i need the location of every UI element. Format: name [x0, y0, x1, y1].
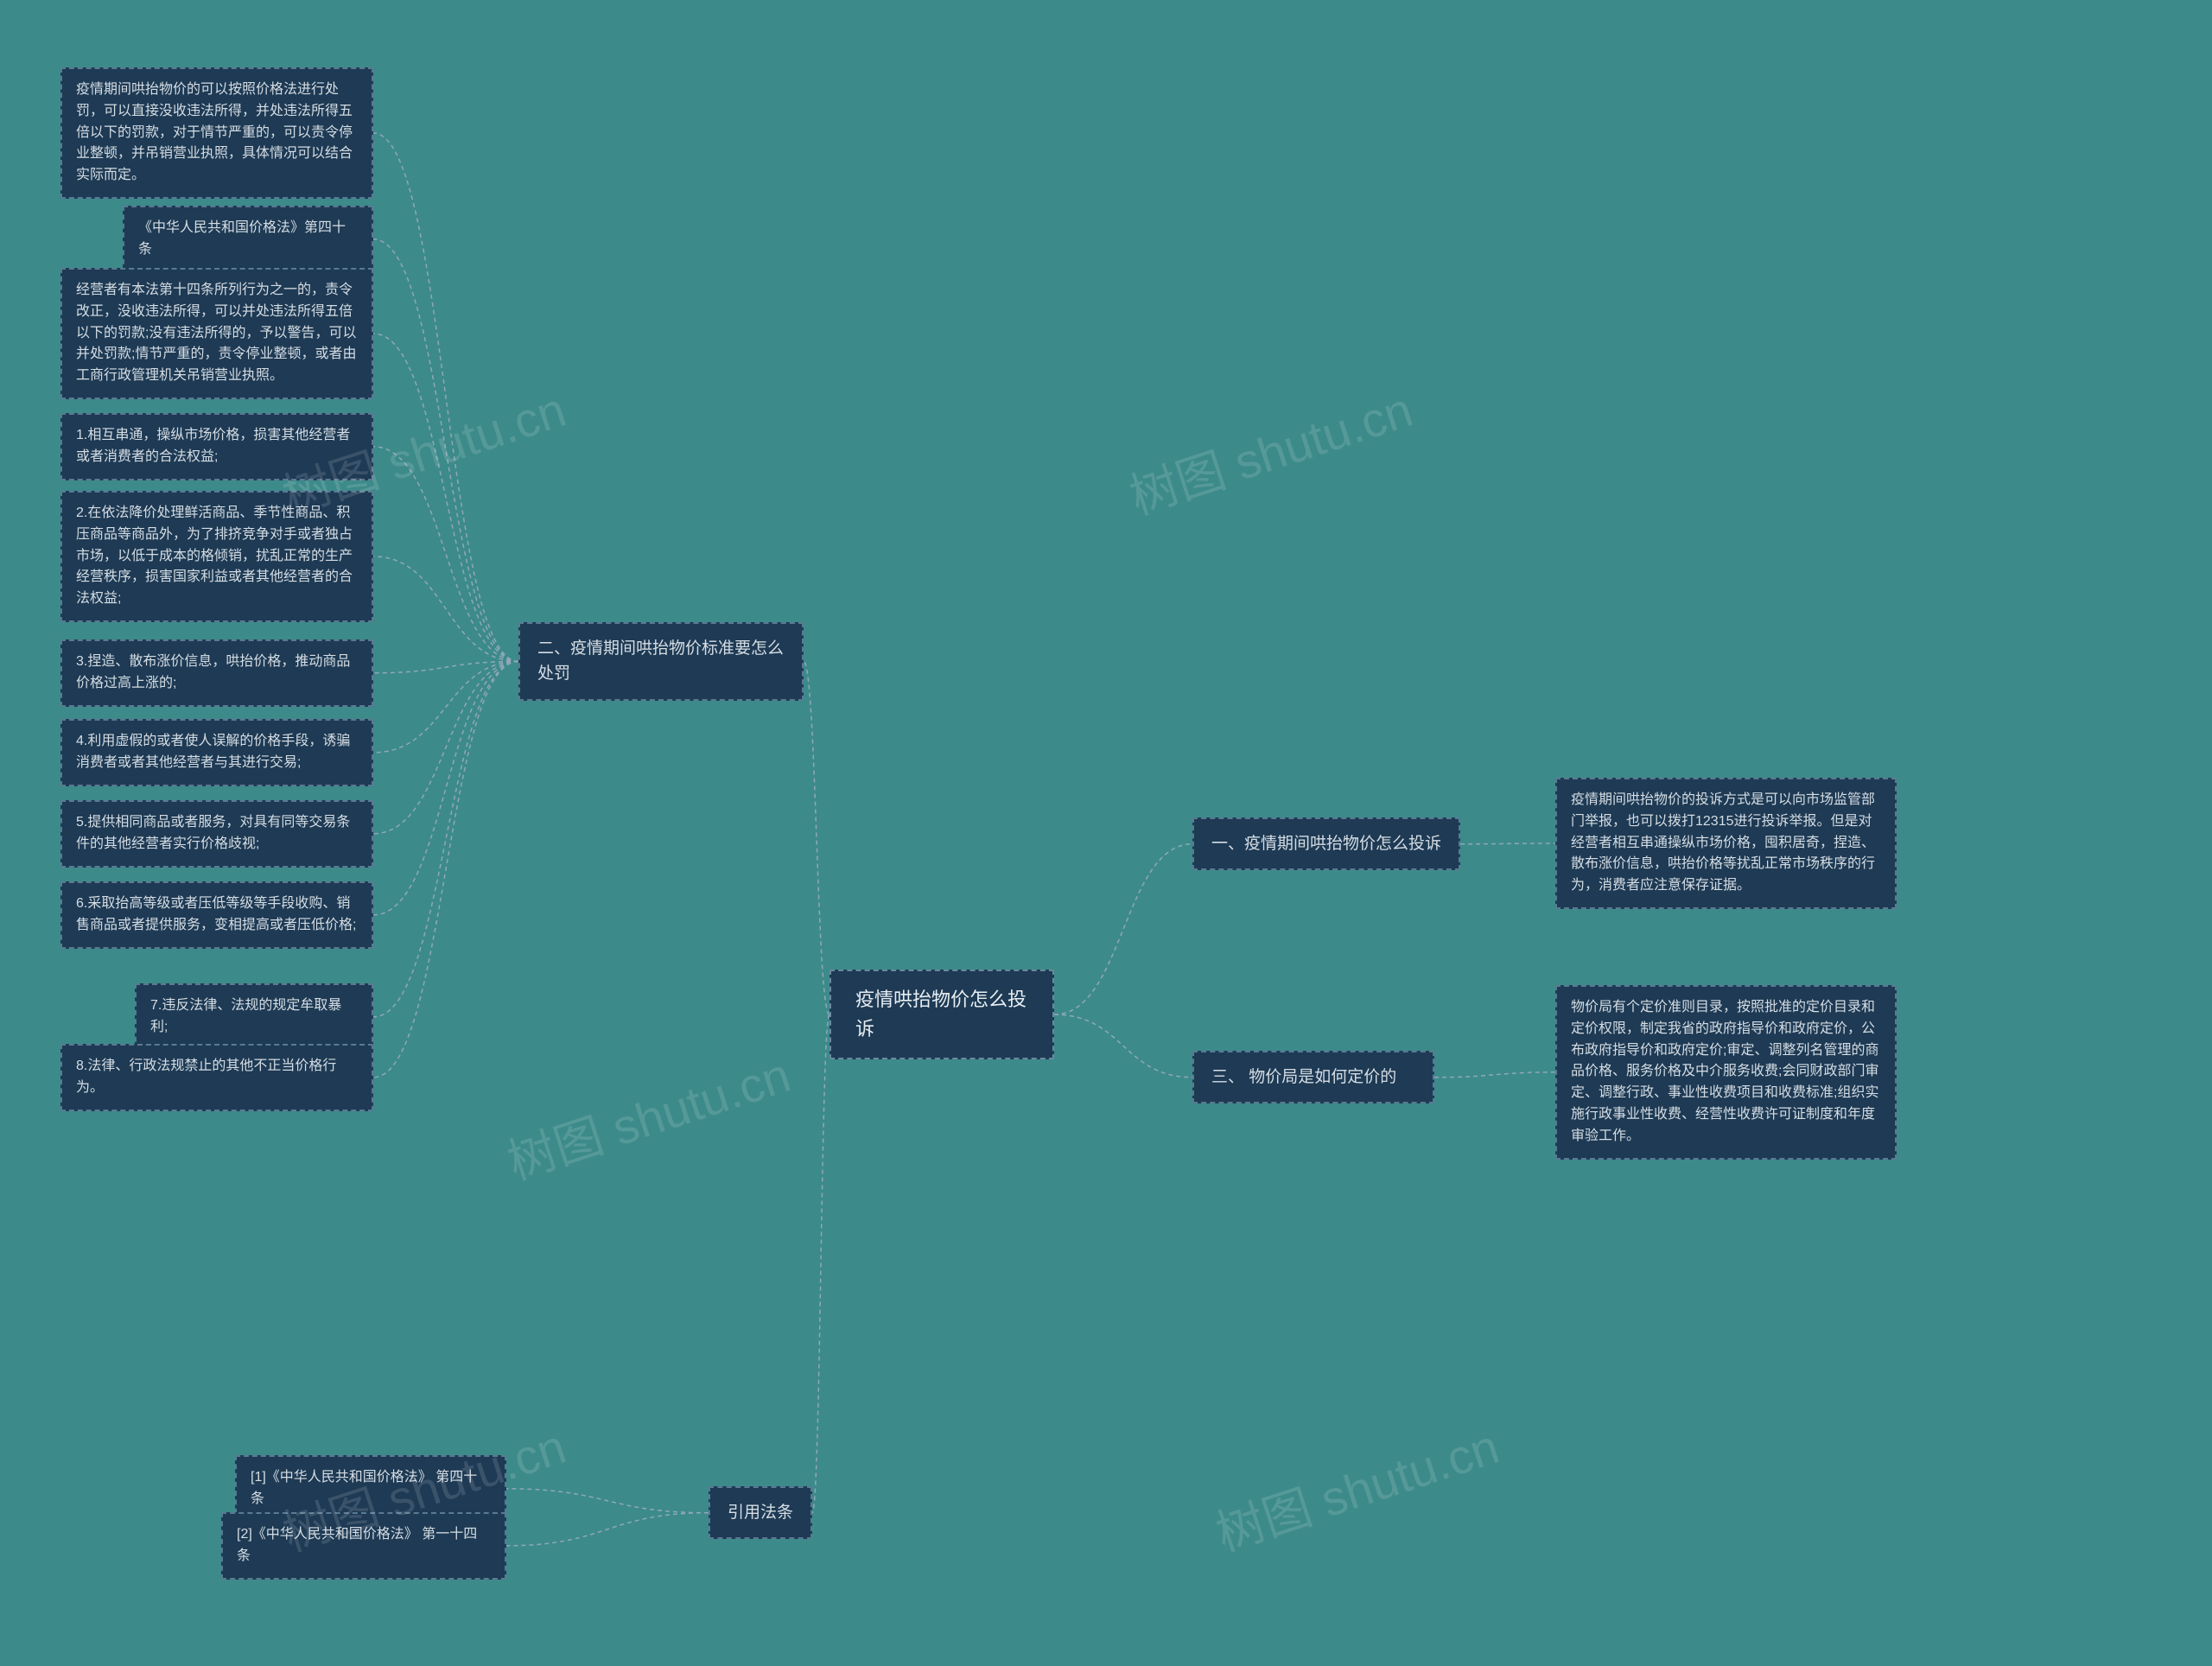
branch-node-3[interactable]: 三、 物价局是如何定价的 [1192, 1051, 1434, 1103]
leaf-node[interactable]: 《中华人民共和国价格法》第四十条 [123, 206, 373, 273]
leaf-node[interactable]: 6.采取抬高等级或者压低等级等手段收购、销售商品或者提供服务，变相提高或者压低价… [60, 881, 373, 949]
connector [373, 661, 518, 833]
connector [373, 239, 518, 662]
branch-node-4[interactable]: 引用法条 [709, 1486, 812, 1539]
leaf-node[interactable]: 经营者有本法第十四条所列行为之一的，责令改正，没收违法所得，可以并处违法所得五倍… [60, 268, 373, 399]
leaf-node[interactable]: 1.相互串通，操纵市场价格，损害其他经营者或者消费者的合法权益; [60, 413, 373, 480]
leaf-node[interactable]: 7.违反法律、法规的规定牟取暴利; [135, 983, 373, 1051]
watermark: 树图 shutu.cn [1206, 1408, 1507, 1566]
connector [1054, 844, 1192, 1014]
connector [1460, 843, 1555, 844]
watermark: 树图 shutu.cn [1120, 372, 1421, 529]
connector [804, 661, 830, 1014]
leaf-node[interactable]: 5.提供相同商品或者服务，对具有同等交易条件的其他经营者实行价格歧视; [60, 800, 373, 868]
leaf-node[interactable]: 2.在依法降价处理鲜活商品、季节性商品、积压商品等商品外，为了排挤竞争对手或者独… [60, 491, 373, 622]
root-node[interactable]: 疫情哄抬物价怎么投诉 [830, 970, 1054, 1059]
connector [373, 661, 518, 1016]
connector [373, 661, 518, 1077]
leaf-node[interactable]: 4.利用虚假的或者使人误解的价格手段，诱骗消费者或者其他经营者与其进行交易; [60, 719, 373, 786]
connector [812, 1014, 830, 1513]
connector [373, 661, 518, 914]
watermark: 树图 shutu.cn [498, 1037, 798, 1194]
connector [373, 334, 518, 661]
connector [373, 133, 518, 661]
leaf-node[interactable]: 疫情期间哄抬物价的可以按照价格法进行处罚，可以直接没收违法所得，并处违法所得五倍… [60, 67, 373, 199]
connector [373, 447, 518, 662]
connector [1054, 1014, 1192, 1078]
connector [373, 661, 518, 672]
branch-node-1[interactable]: 一、疫情期间哄抬物价怎么投诉 [1192, 817, 1460, 870]
connector [506, 1513, 709, 1546]
branch-node-2[interactable]: 二、疫情期间哄抬物价标准要怎么处罚 [518, 622, 804, 701]
leaf-node[interactable]: 3.捏造、散布涨价信息，哄抬价格，推动商品价格过高上涨的; [60, 639, 373, 707]
leaf-node[interactable]: 物价局有个定价准则目录，按照批准的定价目录和定价权限，制定我省的政府指导价和政府… [1555, 985, 1897, 1160]
connector [373, 556, 518, 661]
connector [506, 1489, 709, 1513]
connector [373, 661, 518, 752]
leaf-node[interactable]: 疫情期间哄抬物价的投诉方式是可以向市场监管部门举报，也可以拨打12315进行投诉… [1555, 778, 1897, 909]
connector [1434, 1072, 1555, 1078]
leaf-node[interactable]: [2]《中华人民共和国价格法》 第一十四条 [221, 1512, 506, 1580]
leaf-node[interactable]: 8.法律、行政法规禁止的其他不正当价格行为。 [60, 1044, 373, 1111]
